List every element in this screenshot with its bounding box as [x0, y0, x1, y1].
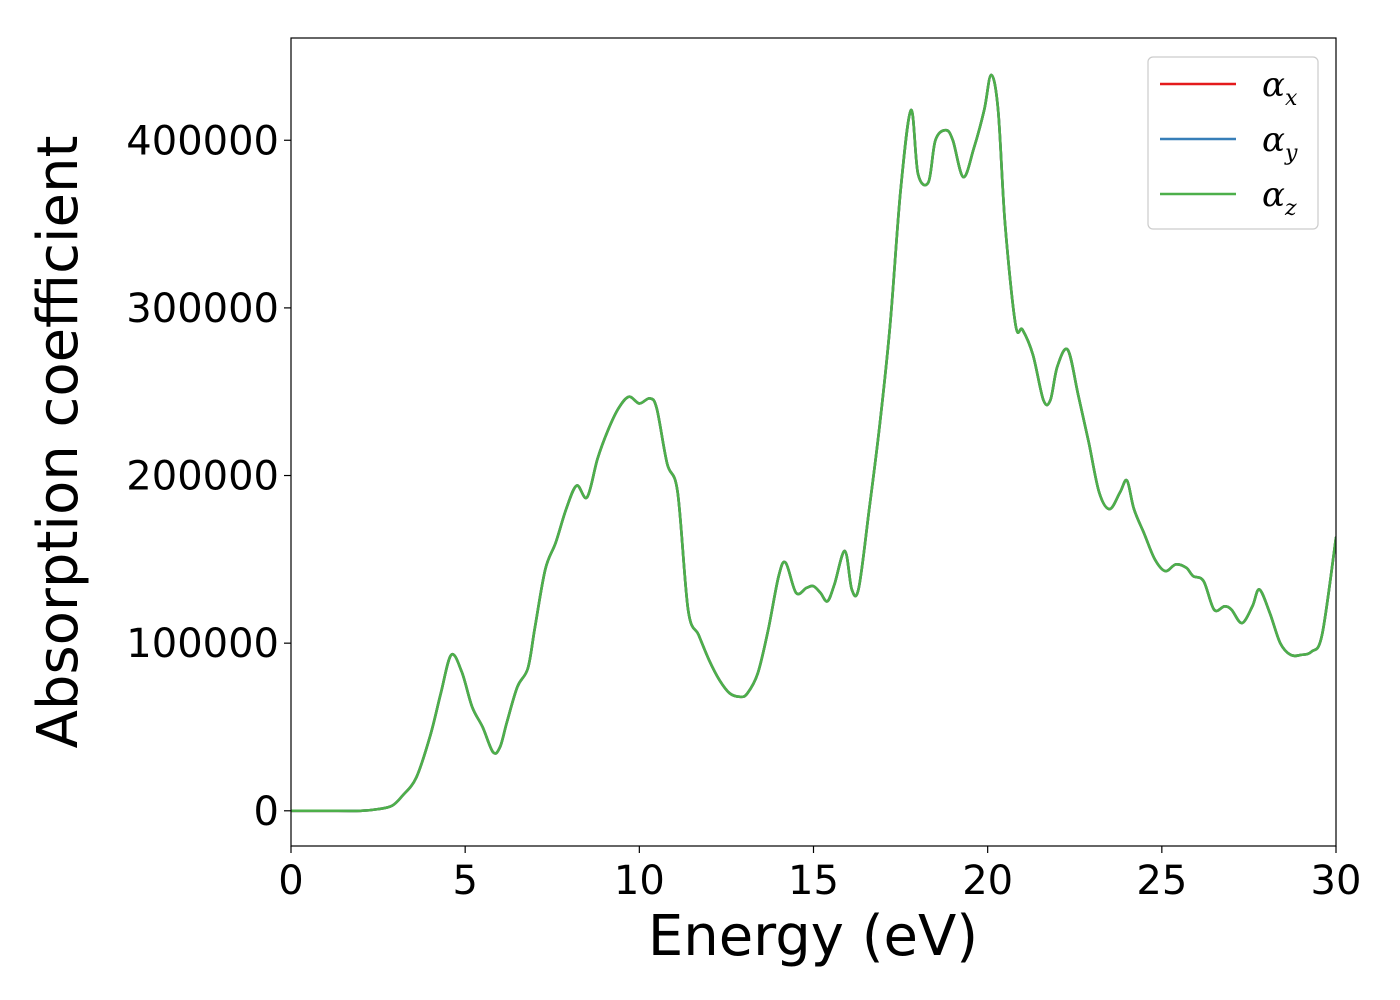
- x-axis-title: Energy (eV): [648, 904, 978, 969]
- legend-label-y: αy: [1262, 120, 1298, 166]
- series-line--z-2: [291, 73, 1336, 813]
- legend-label-x: αx: [1262, 65, 1298, 111]
- y-tick-label: 400000: [126, 118, 279, 164]
- x-tick-label: 30: [1311, 858, 1362, 904]
- x-axis-ticks: 0 5 10 15 20 25 30: [278, 846, 1361, 904]
- plot-area: [290, 37, 1337, 847]
- legend: αx αy αz: [1147, 56, 1319, 230]
- legend-label-z: αz: [1262, 175, 1297, 221]
- series-layer: [291, 73, 1336, 813]
- x-tick-label: 20: [962, 858, 1013, 904]
- x-tick-label: 10: [614, 858, 665, 904]
- y-tick-label: 100000: [126, 621, 279, 667]
- y-tick-label: 300000: [126, 286, 279, 332]
- x-tick-label: 0: [278, 858, 303, 904]
- y-axis-ticks: 0 100000 200000 300000 400000: [126, 118, 291, 835]
- x-tick-label: 15: [788, 858, 839, 904]
- legend-frame: [1147, 56, 1319, 230]
- y-tick-label: 0: [254, 789, 279, 835]
- x-tick-label: 5: [452, 858, 477, 904]
- x-tick-label: 25: [1136, 858, 1187, 904]
- y-axis-title: Absorption coefficient: [26, 136, 91, 749]
- y-tick-label: 200000: [126, 454, 279, 500]
